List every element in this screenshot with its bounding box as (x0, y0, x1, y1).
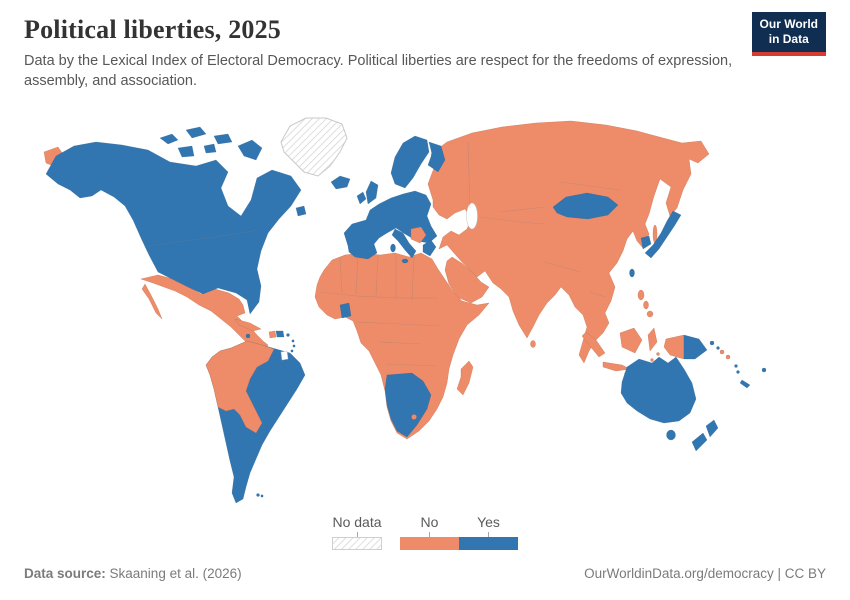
region-solomon-islands[interactable] (719, 349, 731, 360)
data-source-label: Data source: (24, 566, 106, 581)
region-scandinavia[interactable] (390, 135, 430, 189)
region-madagascar[interactable] (456, 360, 474, 396)
region-lesser-antilles[interactable] (286, 333, 296, 353)
region-western-europe[interactable] (343, 190, 438, 260)
owid-logo[interactable]: Our World in Data (751, 12, 826, 56)
legend-tick-no-data (357, 532, 358, 537)
footer-right: OurWorldinData.org/democracy | CC BY (584, 566, 826, 581)
no-regions (43, 120, 731, 440)
legend-tick-no (429, 532, 430, 537)
country-borders (147, 141, 621, 367)
data-source: Data source: Skaaning et al. (2026) (24, 566, 242, 581)
region-ireland[interactable] (356, 191, 367, 205)
legend-swatch-no-data[interactable] (332, 537, 382, 555)
region-russia-asia[interactable] (427, 120, 710, 364)
region-greenland[interactable] (280, 117, 348, 177)
chart-subtitle: Data by the Lexical Index of Electoral D… (24, 53, 733, 89)
region-borneo[interactable] (619, 327, 643, 354)
legend-swatch-yes[interactable] (459, 537, 518, 555)
region-japan[interactable] (644, 210, 682, 259)
region-sicily[interactable] (401, 258, 409, 264)
region-philippines[interactable] (637, 289, 654, 318)
legend-no-data-label: No data (332, 514, 382, 530)
region-lesotho[interactable] (411, 414, 417, 420)
region-arabian-peninsula[interactable] (444, 256, 490, 304)
region-africa[interactable] (314, 252, 490, 440)
region-falkland-islands[interactable] (256, 493, 264, 498)
map-legend: No data No Yes (0, 514, 850, 556)
region-italy[interactable] (391, 228, 417, 259)
no-regions-overlay (205, 226, 427, 434)
legend-tick-yes (488, 532, 489, 537)
legend-yes-label: Yes (477, 514, 500, 530)
region-suriname-gap (280, 350, 289, 361)
region-finland[interactable] (427, 141, 446, 173)
region-hungary-serbia[interactable] (410, 226, 427, 244)
region-baja-california[interactable] (141, 283, 163, 320)
region-united-kingdom[interactable] (365, 180, 379, 205)
region-new-zealand-south[interactable] (691, 432, 708, 452)
region-tasmania[interactable] (666, 429, 676, 441)
chart-title: Political liberties, 2025 (24, 15, 282, 44)
caspian-sea (466, 202, 478, 230)
region-south-korea[interactable] (640, 235, 652, 250)
region-mongolia[interactable] (552, 192, 619, 220)
region-iceland[interactable] (330, 175, 351, 190)
region-greece[interactable] (422, 239, 437, 257)
region-sulawesi[interactable] (647, 327, 658, 352)
owid-link[interactable]: OurWorldinData.org/democracy (584, 566, 774, 581)
world-map[interactable] (0, 112, 850, 510)
region-ghana[interactable] (339, 302, 352, 319)
region-papua-new-guinea[interactable] (683, 334, 708, 360)
owid-logo-line1: Our World (759, 17, 818, 31)
region-taiwan[interactable] (629, 268, 635, 278)
region-jamaica[interactable] (245, 333, 251, 339)
region-melanesia-islands[interactable] (709, 340, 767, 389)
region-andean-states[interactable] (205, 340, 275, 434)
region-cuba[interactable] (234, 318, 262, 332)
region-canadian-arctic-islands[interactable] (159, 126, 307, 217)
region-sumatra[interactable] (581, 331, 606, 358)
region-sri-lanka[interactable] (530, 340, 536, 348)
license-badge[interactable]: CC BY (784, 566, 826, 581)
footer-divider: | (773, 566, 785, 581)
legend-swatch-no[interactable] (400, 537, 459, 555)
region-haiti[interactable] (268, 330, 277, 339)
owid-logo-line2: in Data (768, 32, 809, 46)
region-canada-usa[interactable] (45, 141, 302, 315)
region-australia[interactable] (620, 356, 697, 424)
region-west-new-guinea[interactable] (663, 334, 685, 360)
data-source-text: Skaaning et al. (2026) (105, 566, 242, 581)
region-dominican-republic[interactable] (275, 330, 285, 338)
region-java[interactable] (602, 361, 631, 372)
no-data-regions (280, 117, 348, 177)
region-sardinia[interactable] (390, 243, 396, 253)
region-new-zealand-north[interactable] (705, 419, 719, 438)
legend-no-label: No (420, 514, 439, 530)
region-southern-africa[interactable] (384, 372, 432, 438)
